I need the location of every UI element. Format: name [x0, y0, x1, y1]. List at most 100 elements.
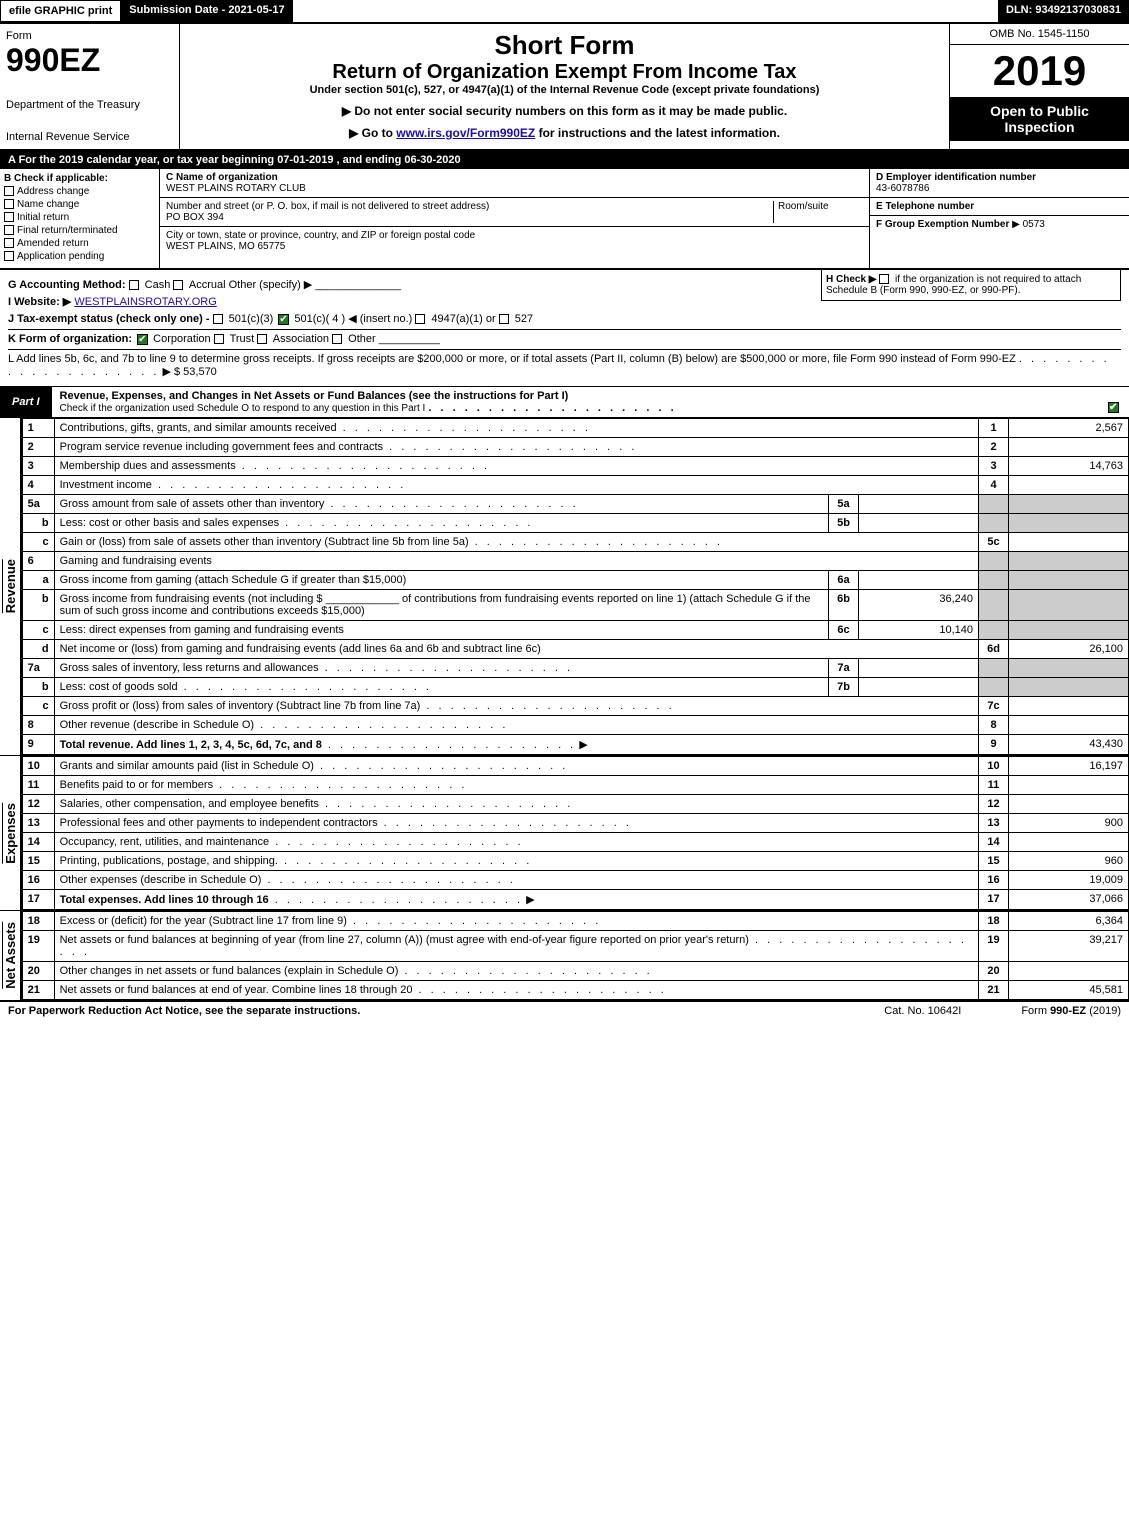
- line-11-desc: Benefits paid to or for members: [60, 779, 213, 791]
- chk-527[interactable]: [499, 314, 509, 324]
- line-l-value: ▶ $ 53,570: [162, 366, 216, 378]
- line-8-desc: Other revenue (describe in Schedule O): [60, 719, 254, 731]
- form-word: Form: [6, 30, 173, 42]
- part1-title-wrap: Revenue, Expenses, and Changes in Net As…: [52, 387, 1129, 417]
- line-6-desc: Gaming and fundraising events: [54, 552, 978, 571]
- form-header: Form 990EZ Department of the Treasury In…: [0, 24, 1129, 151]
- line-21: 21Net assets or fund balances at end of …: [22, 981, 1128, 1000]
- chk-name-change[interactable]: Name change: [4, 199, 155, 210]
- chk-trust[interactable]: [214, 334, 224, 344]
- line-8: 8Other revenue (describe in Schedule O)8: [22, 716, 1128, 735]
- chk-corp[interactable]: [137, 334, 148, 345]
- opt-assoc: Association: [273, 333, 329, 345]
- opt-501c3: 501(c)(3): [229, 313, 274, 325]
- room-label: Room/suite: [778, 201, 829, 212]
- form-org-label: K Form of organization:: [8, 333, 132, 345]
- line-3: 3Membership dues and assessments314,763: [22, 457, 1128, 476]
- dln: DLN: 93492137030831: [998, 0, 1129, 22]
- revenue-table: 1Contributions, gifts, grants, and simil…: [22, 418, 1129, 755]
- irs-label: Internal Revenue Service: [6, 131, 173, 143]
- chk-final-return[interactable]: Final return/terminated: [4, 225, 155, 236]
- chk-part1-schedO[interactable]: [1108, 402, 1119, 413]
- chk-cash[interactable]: [129, 280, 139, 290]
- chk-application-pending[interactable]: Application pending: [4, 251, 155, 262]
- chk-other-org[interactable]: [332, 334, 342, 344]
- box-b-label: B Check if applicable:: [4, 173, 155, 184]
- chk-h[interactable]: [879, 274, 889, 284]
- line-5c-desc: Gain or (loss) from sale of assets other…: [60, 536, 469, 548]
- chk-amended-return[interactable]: Amended return: [4, 238, 155, 249]
- side-netassets: Net Assets: [0, 911, 22, 1000]
- line-16-val: 19,009: [1009, 871, 1129, 890]
- line-7b: bLess: cost of goods sold7b: [22, 678, 1128, 697]
- street-label: Number and street (or P. O. box, if mail…: [166, 201, 489, 212]
- line-2: 2Program service revenue including gover…: [22, 438, 1128, 457]
- line-7a: 7aGross sales of inventory, less returns…: [22, 659, 1128, 678]
- chk-application-pending-label: Application pending: [17, 251, 104, 262]
- ein-value: 43-6078786: [876, 183, 929, 194]
- line-6d-desc: Net income or (loss) from gaming and fun…: [60, 643, 541, 655]
- chk-name-change-label: Name change: [17, 199, 79, 210]
- line-3-val: 14,763: [1009, 457, 1129, 476]
- website-link[interactable]: WESTPLAINSROTARY.ORG: [74, 296, 216, 308]
- part1-check-note: Check if the organization used Schedule …: [60, 403, 426, 414]
- line-4-val: [1009, 476, 1129, 495]
- line-20: 20Other changes in net assets or fund ba…: [22, 962, 1128, 981]
- instr-goto: ▶ Go to www.irs.gov/Form990EZ for instru…: [186, 126, 943, 140]
- line-5a: 5aGross amount from sale of assets other…: [22, 495, 1128, 514]
- part1-title: Revenue, Expenses, and Changes in Net As…: [60, 390, 569, 402]
- chk-501c[interactable]: [278, 314, 289, 325]
- line-15-desc: Printing, publications, postage, and shi…: [60, 855, 278, 867]
- chk-501c3[interactable]: [213, 314, 223, 324]
- line-12-desc: Salaries, other compensation, and employ…: [60, 798, 319, 810]
- opt-other: Other (specify) ▶: [229, 279, 313, 291]
- opt-accrual: Accrual: [189, 279, 226, 291]
- line-6c-desc: Less: direct expenses from gaming and fu…: [60, 624, 344, 636]
- line-21-desc: Net assets or fund balances at end of ye…: [60, 984, 413, 996]
- line-14-desc: Occupancy, rent, utilities, and maintena…: [60, 836, 270, 848]
- org-name-label: C Name of organization: [166, 172, 278, 183]
- line-6b: bGross income from fundraising events (n…: [22, 590, 1128, 621]
- line-13: 13Professional fees and other payments t…: [22, 814, 1128, 833]
- line-k: K Form of organization: Corporation Trus…: [8, 329, 1121, 345]
- line-6c-mval: 10,140: [859, 621, 979, 640]
- ein-label: D Employer identification number: [876, 172, 1036, 183]
- street-value: PO BOX 394: [166, 212, 224, 223]
- expenses-table: 10Grants and similar amounts paid (list …: [22, 756, 1129, 910]
- side-revenue-label: Revenue: [2, 559, 18, 613]
- tax-period: A For the 2019 calendar year, or tax yea…: [0, 151, 1129, 169]
- line-10-val: 16,197: [1009, 757, 1129, 776]
- line-14-val: [1009, 833, 1129, 852]
- chk-assoc[interactable]: [257, 334, 267, 344]
- chk-initial-return[interactable]: Initial return: [4, 212, 155, 223]
- instr-goto-pre: ▶ Go to: [349, 126, 396, 140]
- open-to-public: Open to Public Inspection: [950, 97, 1129, 141]
- line-4-desc: Investment income: [60, 479, 152, 491]
- dept-treasury: Department of the Treasury: [6, 99, 173, 111]
- line-19-desc: Net assets or fund balances at beginning…: [60, 934, 749, 946]
- line-17-val: 37,066: [1009, 890, 1129, 910]
- chk-final-return-label: Final return/terminated: [17, 225, 118, 236]
- line-7b-mval: [859, 678, 979, 697]
- opt-501c: 501(c)( 4 ) ◀ (insert no.): [294, 313, 412, 325]
- expenses-section: Expenses 10Grants and similar amounts pa…: [0, 755, 1129, 910]
- chk-accrual[interactable]: [173, 280, 183, 290]
- line-7c: cGross profit or (loss) from sales of in…: [22, 697, 1128, 716]
- header-center: Short Form Return of Organization Exempt…: [180, 24, 949, 149]
- opt-4947: 4947(a)(1) or: [431, 313, 495, 325]
- line-5b-mval: [859, 514, 979, 533]
- line-4: 4Investment income4: [22, 476, 1128, 495]
- chk-4947[interactable]: [415, 314, 425, 324]
- line-15: 15Printing, publications, postage, and s…: [22, 852, 1128, 871]
- chk-address-change[interactable]: Address change: [4, 186, 155, 197]
- line-18-desc: Excess or (deficit) for the year (Subtra…: [60, 915, 347, 927]
- group-exempt-label: F Group Exemption Number: [876, 219, 1009, 230]
- submission-date: Submission Date - 2021-05-17: [121, 0, 292, 22]
- irs-link[interactable]: www.irs.gov/Form990EZ: [396, 126, 535, 140]
- city-label: City or town, state or province, country…: [166, 230, 475, 241]
- box-b: B Check if applicable: Address change Na…: [0, 169, 160, 268]
- efile-print-button[interactable]: efile GRAPHIC print: [0, 0, 121, 22]
- acct-method-label: G Accounting Method:: [8, 279, 126, 291]
- line-5a-mval: [859, 495, 979, 514]
- tax-exempt-label: J Tax-exempt status (check only one) -: [8, 313, 210, 325]
